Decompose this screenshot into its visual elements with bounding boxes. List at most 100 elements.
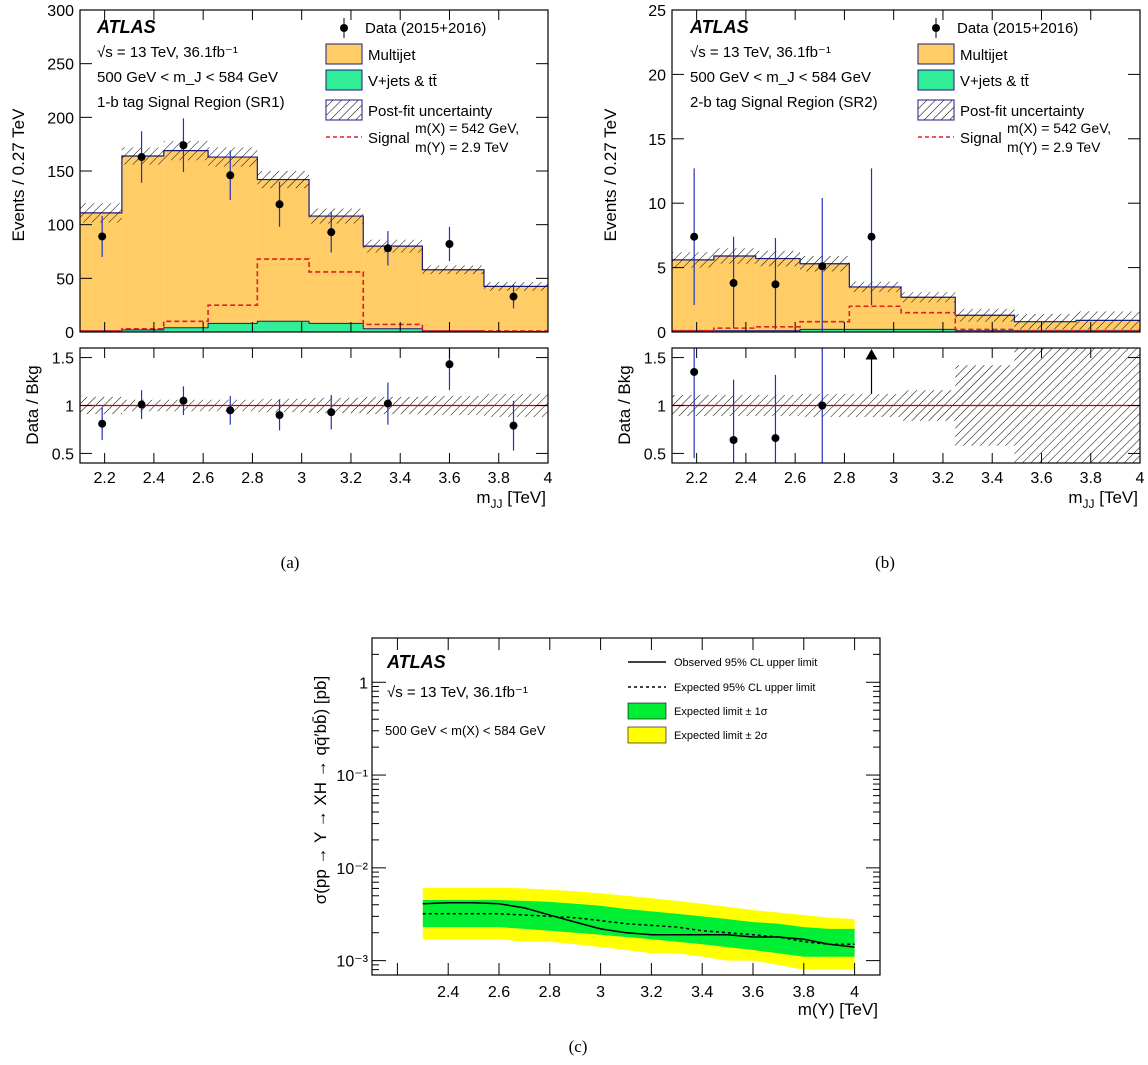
x-tick-label: 3.4 [981,470,1003,487]
uncertainty-band [163,140,209,161]
uncertainty-band [80,203,122,223]
data-point [383,244,392,253]
x-axis-title: mJJ [TeV] [476,488,546,511]
uncertainty-band [257,171,310,189]
legend-multijet-swatch [325,43,363,65]
x-tick-label: 3.8 [1080,470,1102,487]
data-point [729,279,738,288]
ratio-point [771,434,780,443]
panel-a-energy-line: √s = 13 TeV, 36.1fb⁻¹ [97,44,238,61]
multijet-bar [713,256,756,331]
legend-one-sigma-swatch [627,702,667,720]
multijet-bar [363,246,423,329]
legend-signal-mx: m(X) = 542 GeV, [415,120,519,136]
legend-two-sigma-swatch [627,726,667,744]
ratio-overflow-arrow-head [865,348,878,360]
vjets-bar [309,323,364,332]
x-tick-label: 3 [297,470,306,487]
panel-c-atlas-label: ATLAS [386,652,446,672]
panel-c: 1 10⁻¹ 10⁻² 10⁻³ 2.4 2.6 2.8 3 3.2 3.4 3.6 3.8 4m(Y)… [311,637,881,1056]
panel-b-region: 2-b tag Signal Region (SR2) [690,94,878,111]
y-tick-label: 50 [56,271,74,288]
observed-limit-line [422,902,855,948]
panel-c-ylabel: σ(pp → Y → XH → qq̄′bb̄) [pb] [311,676,330,905]
data-point [179,141,188,150]
x-tick-label: 3.2 [340,470,362,487]
ratio-point [327,408,336,417]
limit-plot-frame [371,637,881,976]
vjets-bar [163,327,209,332]
y-tick-label: 15 [648,132,666,149]
panel-b-ratio-ylabel: Data / Bkg [615,365,634,444]
x-tick-label: 2.6 [488,984,510,1001]
main-plot-frame [671,9,1141,333]
y-tick-label: 100 [47,218,74,235]
legend-data-label: Data (2015+2016) [957,20,1078,37]
y-tick-label: 10⁻² [336,861,368,878]
y-tick-label: 10⁻¹ [336,768,368,785]
data-point [275,200,284,209]
vjets-bar [800,329,850,332]
ratio-point [275,411,284,420]
uncertainty-band [363,239,423,253]
multijet-bar [422,269,484,331]
y-tick-label: 10 [648,196,666,213]
ratio-y-tick-label: 0.5 [52,446,74,463]
ratio-point [818,401,827,410]
y-tick-label: 20 [648,67,666,84]
legend-multijet-swatch [917,43,955,65]
legend-signal-mx: m(X) = 542 GeV, [1007,120,1111,136]
vjets-bar [121,329,164,332]
legend-signal-label: Signal [368,130,410,147]
one-sigma-band [422,900,855,957]
uncertainty-band [208,147,258,167]
legend-uncertainty-label: Post-fit uncertainty [960,103,1085,120]
data-point [327,228,336,237]
vjets-bar [849,329,902,332]
panel-b-main-plot: 0 5 10 15 20 25 [648,3,1141,342]
x-tick-label: 3.2 [932,470,954,487]
y-tick-label: 25 [648,3,666,20]
multijet-bar [672,259,714,331]
data-point [771,280,780,289]
vjets-bar [363,328,423,332]
ratio-y-tick-label: 1.5 [644,351,666,368]
ratio-y-tick-label: 1 [65,399,74,416]
legend-expected-label: Expected 95% CL upper limit [674,682,815,694]
ratio-y-tick-label: 1.5 [52,351,74,368]
multijet-bar [163,150,209,328]
legend-signal-my: m(Y) = 2.9 TeV [415,139,509,155]
x-tick-label: 2.8 [539,984,561,1001]
multijet-bar [208,157,258,324]
panel-a-legend: Data (2015+2016) Multijet V+jets & tt̄ P… [325,18,519,155]
y-tick-label: 300 [47,3,74,20]
panel-b-energy-line: √s = 13 TeV, 36.1fb⁻¹ [690,44,831,61]
legend-two-sigma-label: Expected limit ± 2σ [674,730,768,742]
x-tick-label: 3.6 [1030,470,1052,487]
vjets-bar [713,330,756,332]
x-tick-label: 3 [596,984,605,1001]
uncertainty-band [483,282,548,291]
uncertainty-band [1014,313,1076,330]
vjets-bar [901,329,956,332]
vjets-bar [257,321,310,332]
y-tick-label: 5 [657,261,666,278]
x-tick-label: 3.2 [640,984,662,1001]
x-tick-label: 3.8 [793,984,815,1001]
legend-uncertainty-swatch [917,99,955,121]
panel-c-mass-window: 500 GeV < m(X) < 584 GeV [385,723,546,738]
uncertainty-band [901,292,956,303]
panel-a-mass-window: 500 GeV < m_J < 584 GeV [97,69,278,86]
legend-vjets-label: V+jets & tt̄ [368,73,438,90]
x-tick-label: 2.8 [241,470,263,487]
panel-a-ylabel: Events / 0.27 TeV [9,108,28,242]
x-tick-label: 3.4 [389,470,411,487]
panel-c-caption: (c) [569,1037,588,1056]
panel-b-ylabel: Events / 0.27 TeV [601,108,620,242]
x-tick-label: 2.2 [686,470,708,487]
y-tick-label: 250 [47,57,74,74]
x-tick-label: 2.2 [94,470,116,487]
legend-multijet-label: Multijet [368,47,416,64]
ratio-point [729,436,738,444]
signal-histogram [672,305,1140,332]
